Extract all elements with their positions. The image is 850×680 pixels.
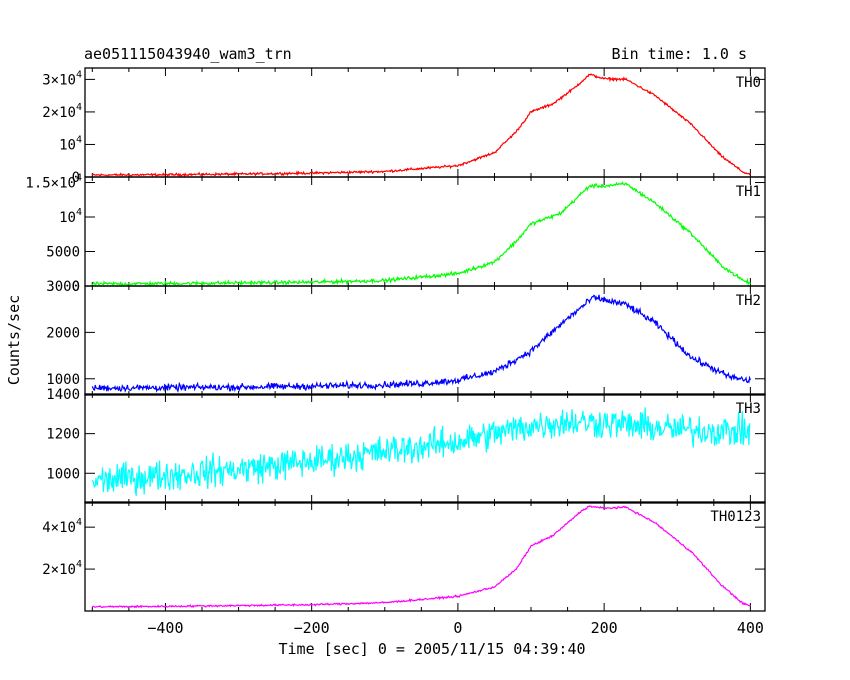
series-line-th0 (91, 73, 751, 178)
x-tick-label: 200 (591, 619, 618, 637)
y-tick-label: 1400 (46, 387, 80, 403)
y-tick-label: 2000 (46, 325, 80, 341)
series-label-th2: TH2 (736, 293, 761, 309)
y-tick-label: 3000 (46, 279, 80, 295)
series-label-th1: TH1 (736, 184, 761, 200)
y-tick-label: 5000 (46, 245, 80, 261)
panel-frame-th0123 (84, 501, 766, 612)
y-tick-label: 104 (59, 134, 82, 153)
y-tick-label: 2×104 (42, 559, 82, 578)
chart-title: ae051115043940_wam3_trn (84, 45, 292, 63)
series-label-th0: TH0 (736, 75, 761, 91)
bin-time-label: Bin time: 1.0 s (611, 45, 747, 63)
y-tick-label: 0 (72, 170, 80, 186)
series-label-th0123: TH0123 (710, 509, 761, 525)
x-tick-label: 400 (737, 619, 764, 637)
y-tick-label: 2×104 (42, 102, 82, 121)
x-tick-label: −200 (294, 619, 330, 637)
y-tick-label: 0 (72, 279, 80, 295)
panel-frame-th1 (84, 176, 766, 287)
x-tick-label: −400 (147, 619, 183, 637)
panel-frame-th2 (84, 285, 766, 396)
y-tick-label: 4×104 (42, 517, 82, 536)
series-label-th3: TH3 (736, 401, 761, 417)
x-axis-label: Time [sec] 0 = 2005/11/15 04:39:40 (278, 640, 586, 658)
series-line-th3 (91, 407, 751, 496)
series-line-th2 (91, 294, 751, 393)
series-line-th1 (91, 180, 751, 287)
y-tick-label: 1000 (46, 372, 80, 388)
series-line-th0123 (91, 505, 751, 609)
x-tick-label: 0 (453, 619, 462, 637)
y-tick-label: 104 (59, 207, 82, 226)
y-tick-label: 3×104 (42, 69, 82, 88)
y-tick-label: 1000 (46, 466, 80, 482)
panel-frame-th3 (84, 393, 766, 504)
y-tick-label: 1.5×104 (25, 173, 82, 192)
panel-frame-th0 (84, 67, 766, 178)
y-tick-label: 1200 (46, 427, 80, 443)
y-axis-label: Counts/sec (5, 294, 23, 386)
